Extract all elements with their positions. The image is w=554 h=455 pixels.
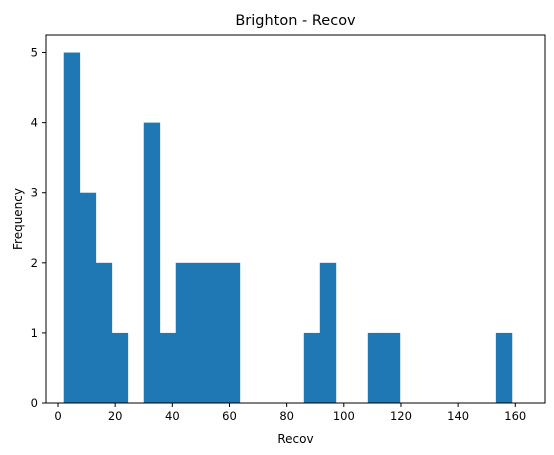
histogram-bar: [383, 332, 401, 403]
histogram-bar: [223, 262, 241, 403]
histogram-bar: [495, 332, 513, 403]
x-tick-label: 120: [390, 409, 412, 423]
x-tick-label: 160: [504, 409, 526, 423]
y-axis-ticks: 0 1 2 3 4 5: [31, 46, 46, 410]
histogram-bar: [319, 262, 337, 403]
histogram-bar: [175, 262, 193, 403]
histogram-bar: [367, 332, 385, 403]
plot-frame: [45, 34, 546, 404]
y-tick-label: 3: [31, 186, 38, 200]
x-tick-label: 100: [333, 409, 355, 423]
y-tick-label: 5: [31, 46, 38, 60]
histogram-bar: [111, 332, 129, 403]
histogram-bar: [143, 122, 161, 403]
x-tick-label: 80: [279, 409, 294, 423]
histogram-bar: [191, 262, 209, 403]
histogram-bar: [79, 192, 97, 403]
y-tick-label: 4: [31, 116, 38, 130]
bars-group: [63, 52, 513, 404]
x-tick-label: 20: [108, 409, 123, 423]
y-tick-label: 0: [31, 396, 38, 410]
x-axis-ticks: 0 20 40 60 80 100 120 140 160: [54, 403, 526, 423]
histogram-bar: [159, 332, 177, 403]
x-tick-label: 0: [54, 409, 61, 423]
histogram-bar: [207, 262, 225, 403]
y-tick-label: 2: [31, 256, 38, 270]
chart-title: Brighton - Recov: [235, 13, 356, 29]
y-tick-label: 1: [31, 326, 38, 340]
x-axis-label: Recov: [277, 432, 313, 446]
x-tick-label: 60: [222, 409, 237, 423]
y-axis-label: Frequency: [11, 188, 25, 250]
histogram-bar: [63, 52, 81, 404]
x-tick-label: 40: [165, 409, 180, 423]
histogram-bar: [303, 332, 321, 403]
x-tick-label: 140: [447, 409, 469, 423]
histogram-bar: [95, 262, 113, 403]
